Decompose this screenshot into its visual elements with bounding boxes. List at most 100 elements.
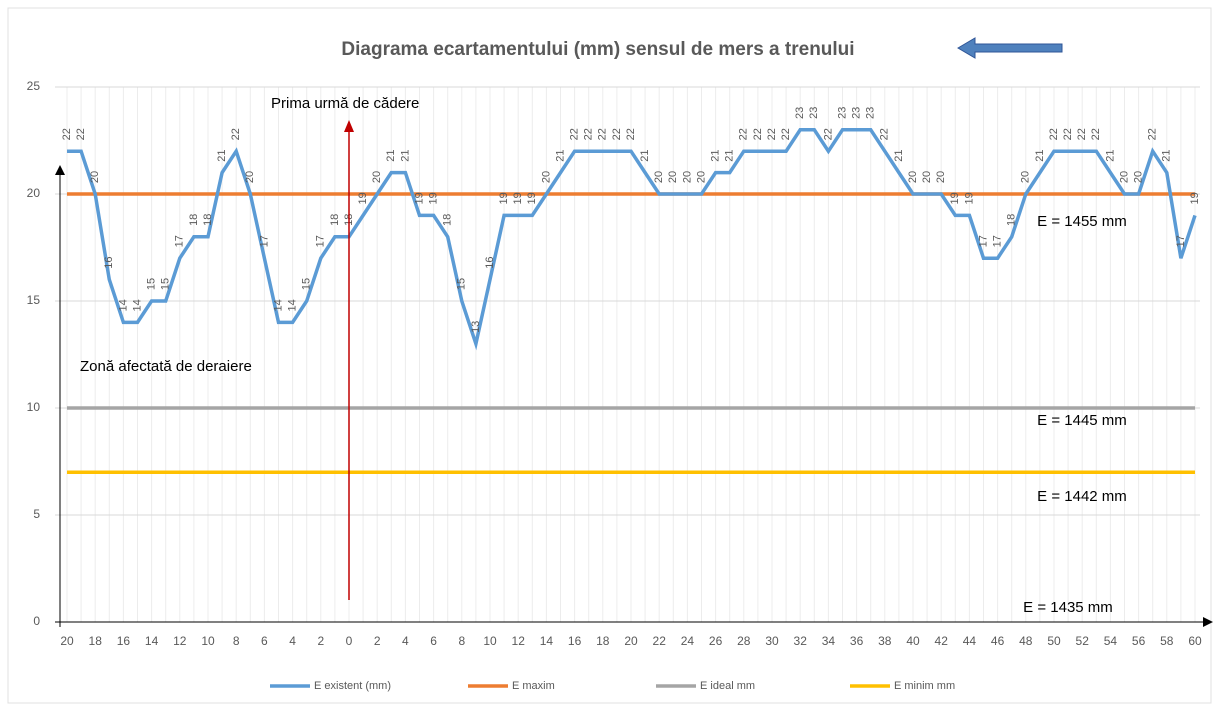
data-label: 19 — [413, 192, 425, 204]
x-tick-label: 18 — [89, 634, 103, 648]
data-label: 20 — [695, 171, 707, 183]
data-label: 21 — [1161, 149, 1173, 161]
data-label: 22 — [1147, 128, 1159, 140]
data-label: 18 — [202, 214, 214, 226]
data-label: 14 — [272, 299, 284, 311]
legend-label: E existent (mm) — [314, 680, 391, 692]
legend-label: E maxim — [512, 680, 555, 692]
data-label: 15 — [301, 278, 313, 290]
x-tick-label: 50 — [1047, 634, 1061, 648]
x-tick-label: 54 — [1104, 634, 1118, 648]
data-label: 22 — [879, 128, 891, 140]
data-label: 22 — [583, 128, 595, 140]
data-label: 17 — [258, 235, 270, 247]
y-tick-label: 25 — [27, 79, 41, 93]
data-label: 20 — [667, 171, 679, 183]
x-tick-label: 12 — [173, 634, 187, 648]
data-label: 22 — [780, 128, 792, 140]
data-label: 20 — [921, 171, 933, 183]
data-label: 14 — [131, 299, 143, 311]
data-label: 21 — [1104, 149, 1116, 161]
data-label: 22 — [1048, 128, 1060, 140]
data-label: 22 — [766, 128, 778, 140]
x-tick-label: 16 — [117, 634, 131, 648]
y-tick-label: 20 — [27, 186, 41, 200]
annotation: Prima urmă de cădere — [271, 95, 419, 112]
data-label: 14 — [117, 299, 129, 311]
x-tick-label: 2 — [374, 634, 381, 648]
x-tick-label: 10 — [483, 634, 497, 648]
data-label: 20 — [907, 171, 919, 183]
data-label: 20 — [371, 171, 383, 183]
data-label: 17 — [992, 235, 1004, 247]
x-tick-label: 30 — [765, 634, 779, 648]
x-tick-label: 40 — [906, 634, 920, 648]
annotation: E = 1442 mm — [1037, 488, 1127, 505]
data-label: 22 — [822, 128, 834, 140]
data-label: 21 — [710, 149, 722, 161]
x-tick-label: 58 — [1160, 634, 1174, 648]
data-label: 22 — [75, 128, 87, 140]
data-label: 21 — [554, 149, 566, 161]
x-tick-label: 26 — [709, 634, 723, 648]
chart-title: Diagrama ecartamentului (mm) sensul de m… — [341, 39, 854, 60]
x-tick-label: 4 — [289, 634, 296, 648]
data-label: 18 — [1006, 214, 1018, 226]
x-tick-label: 16 — [568, 634, 582, 648]
data-label: 20 — [244, 171, 256, 183]
data-label: 20 — [1133, 171, 1145, 183]
data-label: 20 — [935, 171, 947, 183]
data-label: 23 — [794, 107, 806, 119]
x-tick-label: 8 — [233, 634, 240, 648]
data-label: 15 — [146, 278, 158, 290]
annotation: E = 1455 mm — [1037, 213, 1127, 230]
y-tick-label: 5 — [33, 507, 40, 521]
y-tick-label: 0 — [33, 614, 40, 628]
data-label: 13 — [470, 321, 482, 333]
data-label: 23 — [865, 107, 877, 119]
x-tick-label: 24 — [681, 634, 695, 648]
data-label: 20 — [89, 171, 101, 183]
data-label: 22 — [752, 128, 764, 140]
x-tick-label: 46 — [991, 634, 1005, 648]
series-line — [67, 128, 1197, 351]
data-label: 20 — [681, 171, 693, 183]
data-label: 21 — [385, 149, 397, 161]
y-axis-arrow — [55, 165, 65, 175]
data-label: 19 — [1189, 192, 1201, 204]
x-tick-label: 14 — [145, 634, 159, 648]
x-tick-label: 10 — [201, 634, 215, 648]
data-label: 20 — [540, 171, 552, 183]
data-label: 22 — [569, 128, 581, 140]
x-tick-label: 34 — [822, 634, 836, 648]
data-label: 22 — [738, 128, 750, 140]
data-label: 16 — [484, 256, 496, 268]
data-label: 19 — [963, 192, 975, 204]
x-tick-label: 48 — [1019, 634, 1033, 648]
annotation: Zonă afectată de deraiere — [80, 358, 252, 375]
x-tick-label: 20 — [60, 634, 74, 648]
data-label: 21 — [724, 149, 736, 161]
y-tick-label: 10 — [27, 400, 41, 414]
data-label: 22 — [611, 128, 623, 140]
data-label: 19 — [498, 192, 510, 204]
data-label: 18 — [188, 214, 200, 226]
x-tick-label: 60 — [1188, 634, 1202, 648]
x-tick-label: 22 — [653, 634, 667, 648]
data-label: 18 — [442, 214, 454, 226]
y-tick-label: 15 — [27, 293, 41, 307]
x-tick-label: 44 — [963, 634, 977, 648]
data-label: 17 — [977, 235, 989, 247]
x-tick-label: 36 — [850, 634, 864, 648]
data-label: 22 — [1076, 128, 1088, 140]
x-tick-label: 52 — [1076, 634, 1090, 648]
x-tick-label: 32 — [794, 634, 808, 648]
data-label: 22 — [625, 128, 637, 140]
data-label: 20 — [653, 171, 665, 183]
data-label: 22 — [1090, 128, 1102, 140]
data-label: 23 — [836, 107, 848, 119]
x-tick-label: 38 — [878, 634, 892, 648]
x-tick-label: 20 — [624, 634, 638, 648]
annotation: E = 1445 mm — [1037, 412, 1127, 429]
